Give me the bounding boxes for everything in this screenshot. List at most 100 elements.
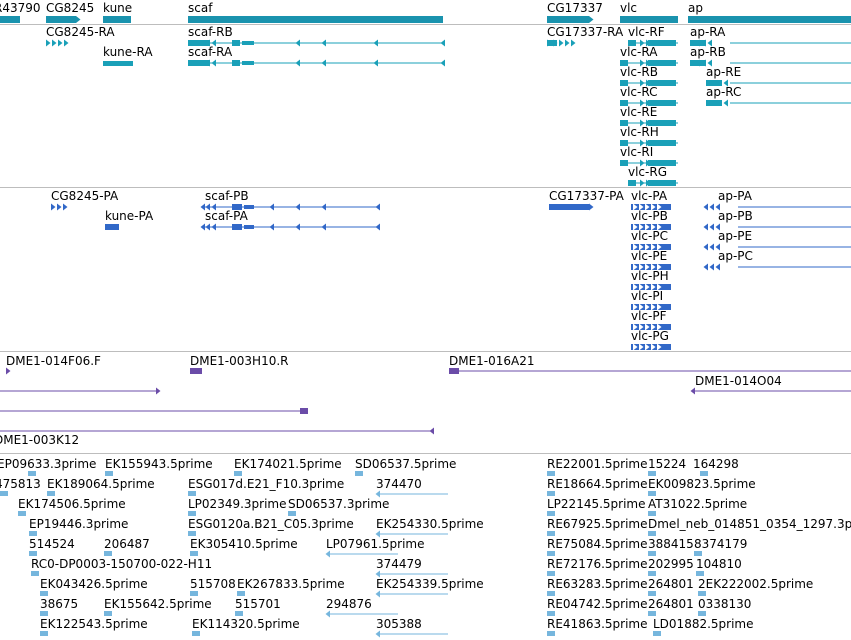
transcript-label[interactable]: CG8245-RA [46,25,115,39]
est-block[interactable] [648,571,656,576]
exon-block[interactable] [706,80,722,86]
est-block[interactable] [547,491,555,496]
transcript-label[interactable]: scaf-RA [188,45,233,59]
protein-label[interactable]: vlc-PA [631,189,668,203]
est-label[interactable]: 305388 [376,617,422,631]
est-label[interactable]: ESG0120a.B21_C05.3prime [188,517,354,531]
cds-block[interactable] [232,224,242,230]
est-block[interactable] [547,471,555,476]
transcript-label[interactable]: vlc-RH [620,125,659,139]
exon-block[interactable] [648,80,676,86]
est-block[interactable] [190,591,198,596]
est-block[interactable] [696,571,704,576]
protein-label[interactable]: scaf-PA [205,209,248,223]
protein-label[interactable]: vlc-PE [631,249,668,263]
est-block[interactable] [237,591,245,596]
exon-block[interactable] [628,40,636,46]
est-label[interactable]: EK122543.5prime [40,617,148,631]
est-label[interactable]: 8374179 [694,537,748,551]
est-block[interactable] [653,631,661,636]
clone-label[interactable]: DME1-014F06.F [6,354,101,368]
est-label[interactable]: LD01882.5prime [653,617,754,631]
protein-label[interactable]: vlc-PB [631,209,668,223]
transcript-label[interactable]: CG17337-RA [547,25,624,39]
gene-label[interactable]: CG8245 [46,1,95,15]
exon-block[interactable] [620,120,628,126]
est-block[interactable] [104,611,112,616]
clone-label[interactable]: DME1-003K12 [0,433,80,447]
exon-block[interactable] [648,120,676,126]
est-label[interactable]: 264801 [648,577,694,591]
gene-bar[interactable] [46,16,76,23]
exon-block[interactable] [242,61,254,65]
est-label[interactable]: EP19446.3prime [29,517,129,531]
est-block[interactable] [355,471,363,476]
est-block[interactable] [648,531,656,536]
est-block[interactable] [698,611,706,616]
est-label[interactable]: RE22001.5prime [547,457,648,471]
protein-label[interactable]: vlc-PI [631,289,664,303]
est-block[interactable] [0,491,8,496]
exon-block[interactable] [648,160,676,166]
gene-label[interactable]: scaf [188,1,213,15]
est-block[interactable] [188,531,196,536]
est-label[interactable]: 294876 [326,597,372,611]
est-block[interactable] [648,611,656,616]
protein-label[interactable]: CG8245-PA [51,189,119,203]
protein-label[interactable]: vlc-PG [631,329,669,343]
gene-label[interactable]: R43790 [0,1,41,15]
est-label[interactable]: 164298 [693,457,739,471]
est-block[interactable] [547,551,555,556]
est-label[interactable]: EK155943.5prime [105,457,213,471]
transcript-label[interactable]: vlc-RB [620,65,658,79]
exon-block[interactable] [620,100,628,106]
est-block[interactable] [694,551,702,556]
est-block[interactable] [648,491,656,496]
est-block[interactable] [28,471,36,476]
est-block[interactable] [29,551,37,556]
est-label[interactable]: SD06537.5prime [355,457,457,471]
est-label[interactable]: EK305410.5prime [190,537,298,551]
est-label[interactable]: ESG017d.E21_F10.3prime [188,477,345,491]
est-label[interactable]: 264801 [648,597,694,611]
est-block[interactable] [234,471,242,476]
est-block[interactable] [648,591,656,596]
exon-block[interactable] [620,140,628,146]
transcript-label[interactable]: vlc-RF [628,25,665,39]
est-label[interactable]: 374479 [376,557,422,571]
exon-block[interactable] [620,160,628,166]
est-label[interactable]: RE67925.5prime [547,517,648,531]
gene-label[interactable]: vlc [620,1,638,15]
clone-end[interactable] [190,368,202,374]
est-label[interactable]: EK267833.5prime [237,577,345,591]
exon-block[interactable] [232,40,240,46]
est-label[interactable]: 104810 [696,557,742,571]
transcript-label[interactable]: vlc-RG [628,165,667,179]
exon-block[interactable] [628,180,636,186]
est-block[interactable] [648,551,656,556]
est-label[interactable]: SD06537.3prime [288,497,390,511]
exon-block[interactable] [648,40,676,46]
est-label[interactable]: LP02349.3prime [188,497,287,511]
gene-bar[interactable] [188,16,443,23]
est-block[interactable] [29,531,37,536]
est-block[interactable] [700,471,708,476]
protein-label[interactable]: vlc-PH [631,269,669,283]
exon-block[interactable] [648,180,676,186]
clone-label[interactable]: DME1-003H10.R [190,354,289,368]
cds-block[interactable] [244,225,254,229]
est-label[interactable]: EK174506.5prime [18,497,126,511]
est-block[interactable] [547,571,555,576]
gene-bar[interactable] [0,16,20,23]
est-block[interactable] [235,611,243,616]
protein-label[interactable]: ap-PE [718,229,753,243]
clone-label[interactable]: DME1-014O04 [695,374,782,388]
est-block[interactable] [188,491,196,496]
est-block[interactable] [648,511,656,516]
est-label[interactable]: EK043426.5prime [40,577,148,591]
exon-block[interactable] [620,60,628,66]
est-block[interactable] [547,531,555,536]
exon-block[interactable] [103,61,133,66]
est-label[interactable]: 388415 [648,537,694,551]
est-block[interactable] [188,511,196,516]
